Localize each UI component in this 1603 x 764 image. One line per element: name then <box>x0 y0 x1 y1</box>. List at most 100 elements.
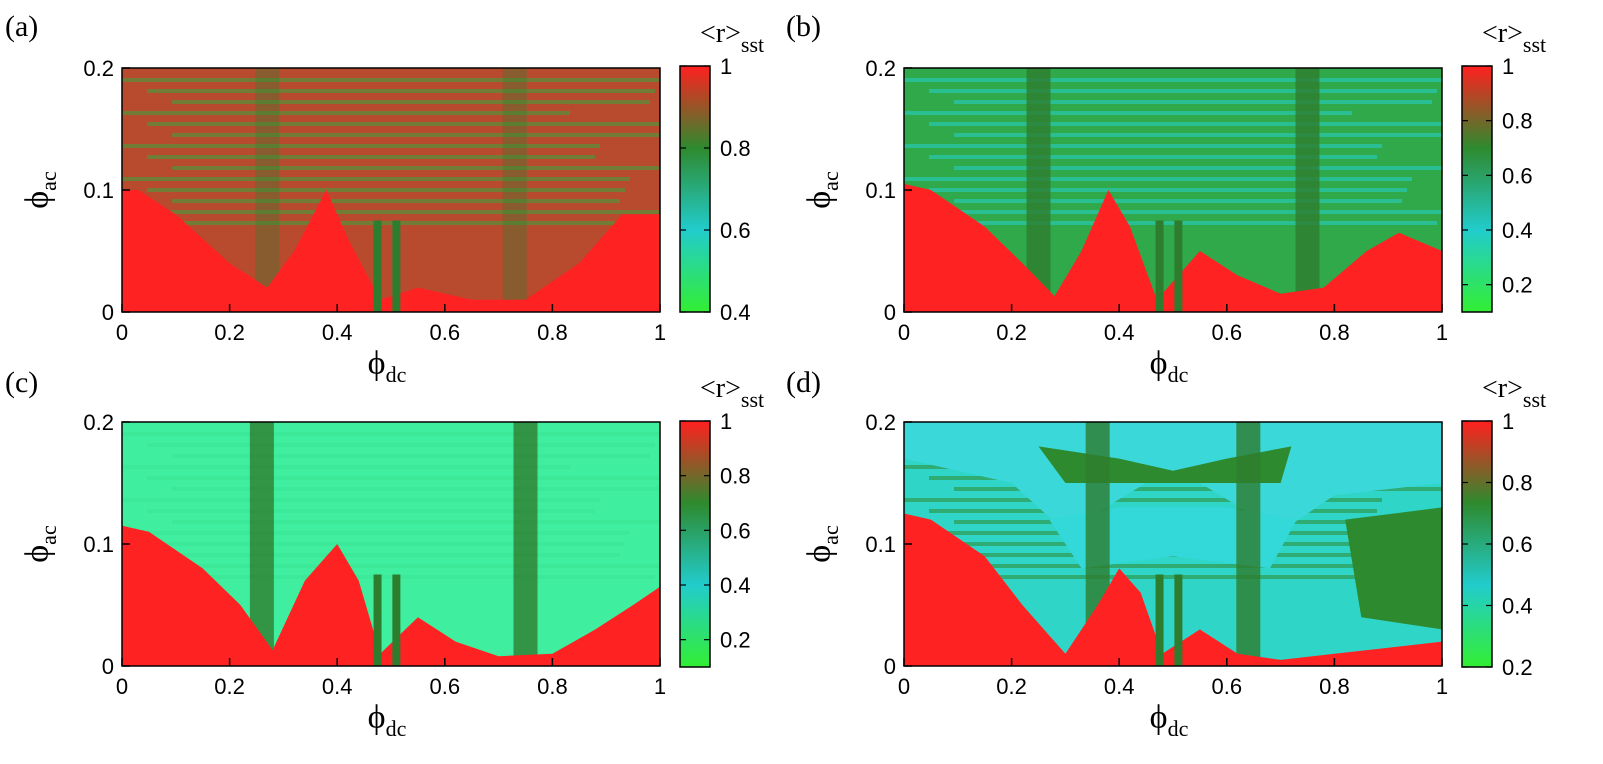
heatmap-region <box>1049 507 1297 569</box>
x-tick-label: 0 <box>116 674 128 699</box>
panel-label: (c) <box>5 366 38 399</box>
y-tick-label: 0 <box>102 654 114 679</box>
y-tick-label: 0.1 <box>83 178 114 203</box>
heatmap-streak <box>122 111 570 115</box>
x-tick-label: 0 <box>898 674 910 699</box>
y-axis-label: ϕac <box>19 525 61 563</box>
colorbar-title: <r>sst <box>700 373 764 412</box>
y-tick-label: 0 <box>102 300 114 325</box>
colorbar <box>1461 65 1493 313</box>
heatmap-band <box>1026 68 1051 312</box>
heatmap-spike <box>373 220 382 312</box>
panel-d: 0 0.2 0.4 0.6 0.8 1 0 0.1 0.2 ϕdc ϕac (d) 0.2 0.4 0.6 0… <box>786 366 1546 741</box>
colorbar-tick-label: 0.6 <box>1502 532 1533 557</box>
heatmap-streak <box>172 100 650 104</box>
heatmap-streak <box>122 210 660 214</box>
x-tick-label: 0.4 <box>322 320 353 345</box>
heatmap-spike <box>1155 574 1164 666</box>
x-tick-label: 0.8 <box>537 320 568 345</box>
colorbar-title: <r>sst <box>1482 373 1546 412</box>
colorbar-tick-label: 0.2 <box>1502 655 1533 680</box>
y-tick-label: 0.2 <box>865 56 896 81</box>
x-tick-label: 0.2 <box>996 674 1027 699</box>
heatmap-band <box>255 68 280 312</box>
colorbar-tick-label: 0.6 <box>720 518 751 543</box>
heatmap-spike <box>392 220 401 312</box>
heatmap-streak <box>122 465 570 469</box>
x-axis-label: ϕdc <box>1150 345 1189 387</box>
heatmap-streak <box>147 575 655 579</box>
colorbar-tick-label: 0.4 <box>1502 218 1533 243</box>
heatmap <box>904 68 1442 312</box>
heatmap-streak <box>904 111 1352 115</box>
x-tick-label: 0.8 <box>1319 674 1350 699</box>
heatmap-streak <box>147 443 655 447</box>
x-tick-label: 0.4 <box>1104 320 1135 345</box>
heatmap-red-region <box>122 525 660 666</box>
colorbar <box>679 420 711 668</box>
x-axis-label: ϕdc <box>368 699 407 741</box>
colorbar-tick-label: 0.2 <box>1502 273 1533 298</box>
heatmap-streak <box>122 177 630 181</box>
heatmap-streak <box>122 498 600 502</box>
y-tick-label: 0.1 <box>865 532 896 557</box>
x-tick-label: 0.8 <box>1319 320 1350 345</box>
colorbar-tick-label: 1 <box>720 409 732 434</box>
x-axis-label: ϕdc <box>1150 699 1189 741</box>
x-tick-label: 0 <box>116 320 128 345</box>
colorbar-tick-label: 0.8 <box>720 136 751 161</box>
x-tick-label: 0.2 <box>214 674 245 699</box>
heatmap-spike <box>392 574 401 666</box>
y-tick-label: 0 <box>884 654 896 679</box>
heatmap-streak <box>929 155 1377 159</box>
heatmap-spike <box>1174 574 1183 666</box>
heatmap-streak <box>954 487 1442 491</box>
heatmap-streak <box>147 122 660 126</box>
y-axis-label: ϕac <box>801 525 843 563</box>
x-axis-label: ϕdc <box>368 345 407 387</box>
panel-label: (a) <box>5 10 38 43</box>
heatmap-streak <box>122 531 630 535</box>
heatmap-streak <box>929 89 1437 93</box>
heatmap-streak <box>904 564 1442 568</box>
heatmap-streak <box>122 432 660 436</box>
heatmap-band <box>1295 68 1320 312</box>
colorbar-tick-label: 0.4 <box>720 573 751 598</box>
heatmap-band <box>513 422 538 666</box>
heatmap-streak <box>929 221 1437 225</box>
heatmap-streak <box>904 210 1442 214</box>
heatmap-streak <box>929 188 1407 192</box>
x-tick-label: 1 <box>654 320 666 345</box>
heatmap-streak <box>147 221 655 225</box>
heatmap-band <box>1236 422 1261 666</box>
colorbar <box>679 65 711 313</box>
x-tick-label: 0.2 <box>214 320 245 345</box>
heatmap-band <box>502 68 527 312</box>
y-axis-label: ϕac <box>19 171 61 209</box>
panel-label: (d) <box>786 366 821 399</box>
x-tick-label: 1 <box>654 674 666 699</box>
x-tick-label: 1 <box>1436 320 1448 345</box>
heatmap-streak <box>954 100 1432 104</box>
heatmap-red-region <box>904 183 1442 312</box>
panel-b: 0 0.2 0.4 0.6 0.8 1 0 0.1 0.2 ϕdc ϕac (b) 0.2 0.4 0.6 0… <box>786 10 1546 387</box>
heatmap-streak <box>147 188 625 192</box>
y-tick-label: 0.2 <box>83 410 114 435</box>
x-tick-label: 0.6 <box>430 674 461 699</box>
heatmap <box>122 422 660 666</box>
colorbar-tick-label: 1 <box>1502 409 1514 434</box>
heatmap-red-region <box>904 513 1442 666</box>
y-tick-label: 0.1 <box>83 532 114 557</box>
heatmap-spike <box>1174 220 1183 312</box>
heatmap-streak <box>904 78 1442 82</box>
heatmap-streak <box>172 454 650 458</box>
heatmap-streak <box>954 133 1442 137</box>
x-tick-label: 0.6 <box>430 320 461 345</box>
heatmap-streak <box>172 553 620 557</box>
colorbar-tick-label: 0.8 <box>1502 471 1533 496</box>
heatmap-streak <box>172 199 620 203</box>
heatmap-spike <box>373 574 382 666</box>
heatmap-streak <box>954 166 1442 170</box>
heatmap-streak <box>172 166 660 170</box>
